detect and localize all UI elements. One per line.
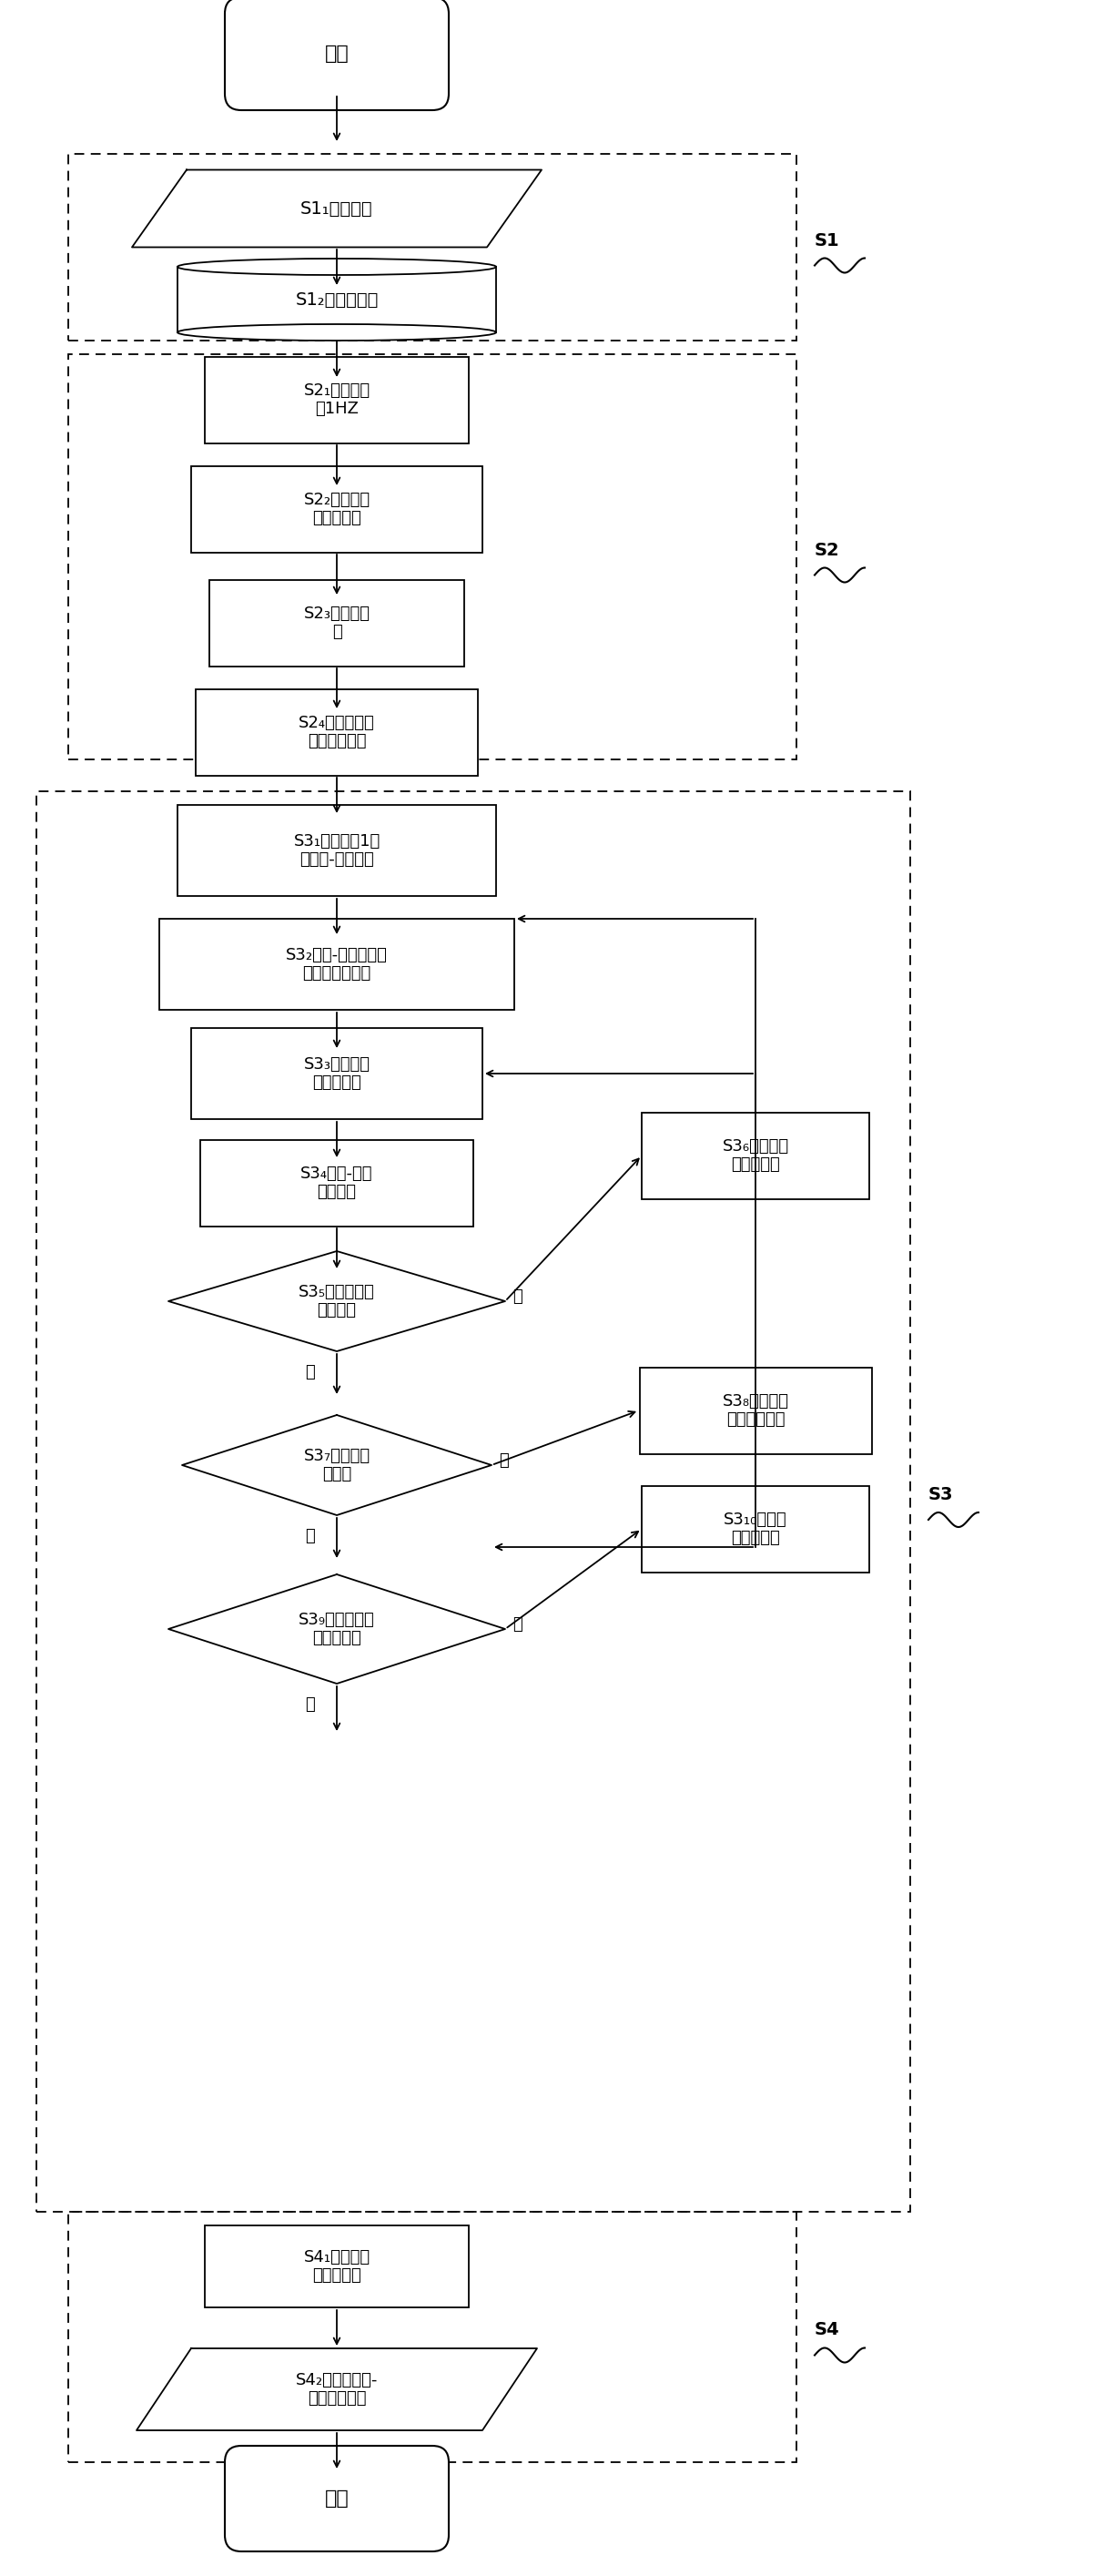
Bar bbox=[209, 580, 464, 667]
FancyBboxPatch shape bbox=[224, 0, 449, 111]
Bar bbox=[68, 155, 796, 340]
Text: S1: S1 bbox=[815, 232, 840, 250]
Bar bbox=[192, 1028, 483, 1118]
Text: 否: 否 bbox=[512, 1288, 522, 1306]
Polygon shape bbox=[169, 1574, 505, 1685]
Bar bbox=[68, 355, 796, 760]
Ellipse shape bbox=[177, 325, 496, 340]
Bar bbox=[192, 466, 483, 551]
Bar bbox=[177, 268, 496, 332]
Text: S2: S2 bbox=[815, 541, 840, 559]
Text: 是: 是 bbox=[304, 1365, 314, 1381]
Text: S4: S4 bbox=[815, 2321, 840, 2339]
Text: S2₄低速、低行
程微行程合并: S2₄低速、低行 程微行程合并 bbox=[299, 714, 374, 750]
Text: S3₈等比例压
缩道路坡度値: S3₈等比例压 缩道路坡度値 bbox=[723, 1394, 788, 1427]
Text: S3₇坡度値未
超限値: S3₇坡度値未 超限値 bbox=[303, 1448, 370, 1484]
Text: S3₄坡度-里程
数据滤波: S3₄坡度-里程 数据滤波 bbox=[301, 1164, 373, 1200]
Text: S4₂转化为坡度-
时间数据输出: S4₂转化为坡度- 时间数据输出 bbox=[296, 2372, 378, 2406]
Text: 是: 是 bbox=[304, 1698, 314, 1713]
Bar bbox=[639, 1368, 872, 1453]
Bar bbox=[205, 2226, 469, 2308]
Text: S1₁数据采集: S1₁数据采集 bbox=[300, 201, 373, 216]
Text: S3₆滤波器截
止频率衰减: S3₆滤波器截 止频率衰减 bbox=[723, 1139, 788, 1172]
Text: S3₁计算间隔1米
的坡度-里程数据: S3₁计算间隔1米 的坡度-里程数据 bbox=[293, 832, 380, 868]
Text: S1₂数据库建立: S1₂数据库建立 bbox=[296, 291, 379, 309]
Text: 否: 否 bbox=[499, 1453, 508, 1468]
Text: S3₃初选滤波
器截止频率: S3₃初选滤波 器截止频率 bbox=[303, 1056, 370, 1092]
Polygon shape bbox=[182, 1414, 492, 1515]
Polygon shape bbox=[132, 170, 542, 247]
Text: S3₅坡度变化率
未超限値: S3₅坡度变化率 未超限値 bbox=[299, 1283, 374, 1319]
Text: 开始: 开始 bbox=[324, 44, 349, 62]
Text: S2₃划分微行
程: S2₃划分微行 程 bbox=[303, 605, 370, 641]
Bar bbox=[159, 920, 515, 1010]
Text: 否: 否 bbox=[512, 1615, 522, 1633]
Bar bbox=[642, 1486, 869, 1571]
Polygon shape bbox=[169, 1252, 505, 1352]
Bar bbox=[642, 1113, 869, 1198]
Bar bbox=[205, 355, 469, 443]
FancyBboxPatch shape bbox=[224, 2445, 449, 2550]
Ellipse shape bbox=[177, 258, 496, 276]
Text: 是: 是 bbox=[304, 1528, 314, 1546]
Text: 结束: 结束 bbox=[324, 2488, 349, 2506]
Bar bbox=[196, 688, 477, 775]
Text: S3: S3 bbox=[929, 1486, 954, 1504]
Text: S3₁₀调取下
一段微行程: S3₁₀调取下 一段微行程 bbox=[724, 1512, 787, 1546]
Text: S2₁数据降频
为1HZ: S2₁数据降频 为1HZ bbox=[303, 381, 370, 417]
Bar bbox=[200, 1139, 473, 1226]
Bar bbox=[36, 791, 910, 2213]
Polygon shape bbox=[137, 2349, 537, 2429]
Text: S4₁微行程计
算结果合并: S4₁微行程计 算结果合并 bbox=[303, 2249, 370, 2285]
Text: S2₂怒速时刻
海拔値处理: S2₂怒速时刻 海拔値处理 bbox=[303, 492, 370, 526]
Bar bbox=[68, 2213, 796, 2463]
Text: S3₂坡度-里程数据的
功率谱密度分析: S3₂坡度-里程数据的 功率谱密度分析 bbox=[286, 945, 388, 981]
Bar bbox=[177, 804, 496, 896]
Text: S3₉是否为最后
一段微行程: S3₉是否为最后 一段微行程 bbox=[299, 1613, 374, 1646]
